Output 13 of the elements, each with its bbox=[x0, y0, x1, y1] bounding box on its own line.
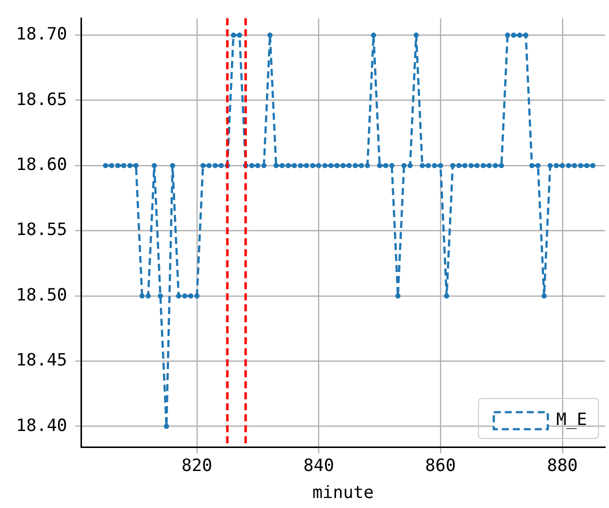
y-tick-label: 18.70 bbox=[16, 24, 68, 45]
x-axis-title: minute bbox=[312, 483, 374, 504]
y-tick-label: 18.45 bbox=[16, 350, 68, 371]
x-tick-label: 820 bbox=[182, 456, 212, 476]
y-tick-label: 18.50 bbox=[16, 285, 68, 306]
legend-label: M_E bbox=[556, 410, 588, 430]
x-tick-label: 880 bbox=[547, 456, 578, 476]
x-tick-label: 840 bbox=[303, 456, 334, 476]
y-tick-label: 18.65 bbox=[16, 90, 68, 110]
y-tick-label: 18.60 bbox=[16, 154, 68, 175]
y-tick-label: 18.55 bbox=[16, 220, 68, 240]
y-tick-label: 18.40 bbox=[16, 416, 68, 436]
x-tick-label: 860 bbox=[425, 456, 456, 476]
